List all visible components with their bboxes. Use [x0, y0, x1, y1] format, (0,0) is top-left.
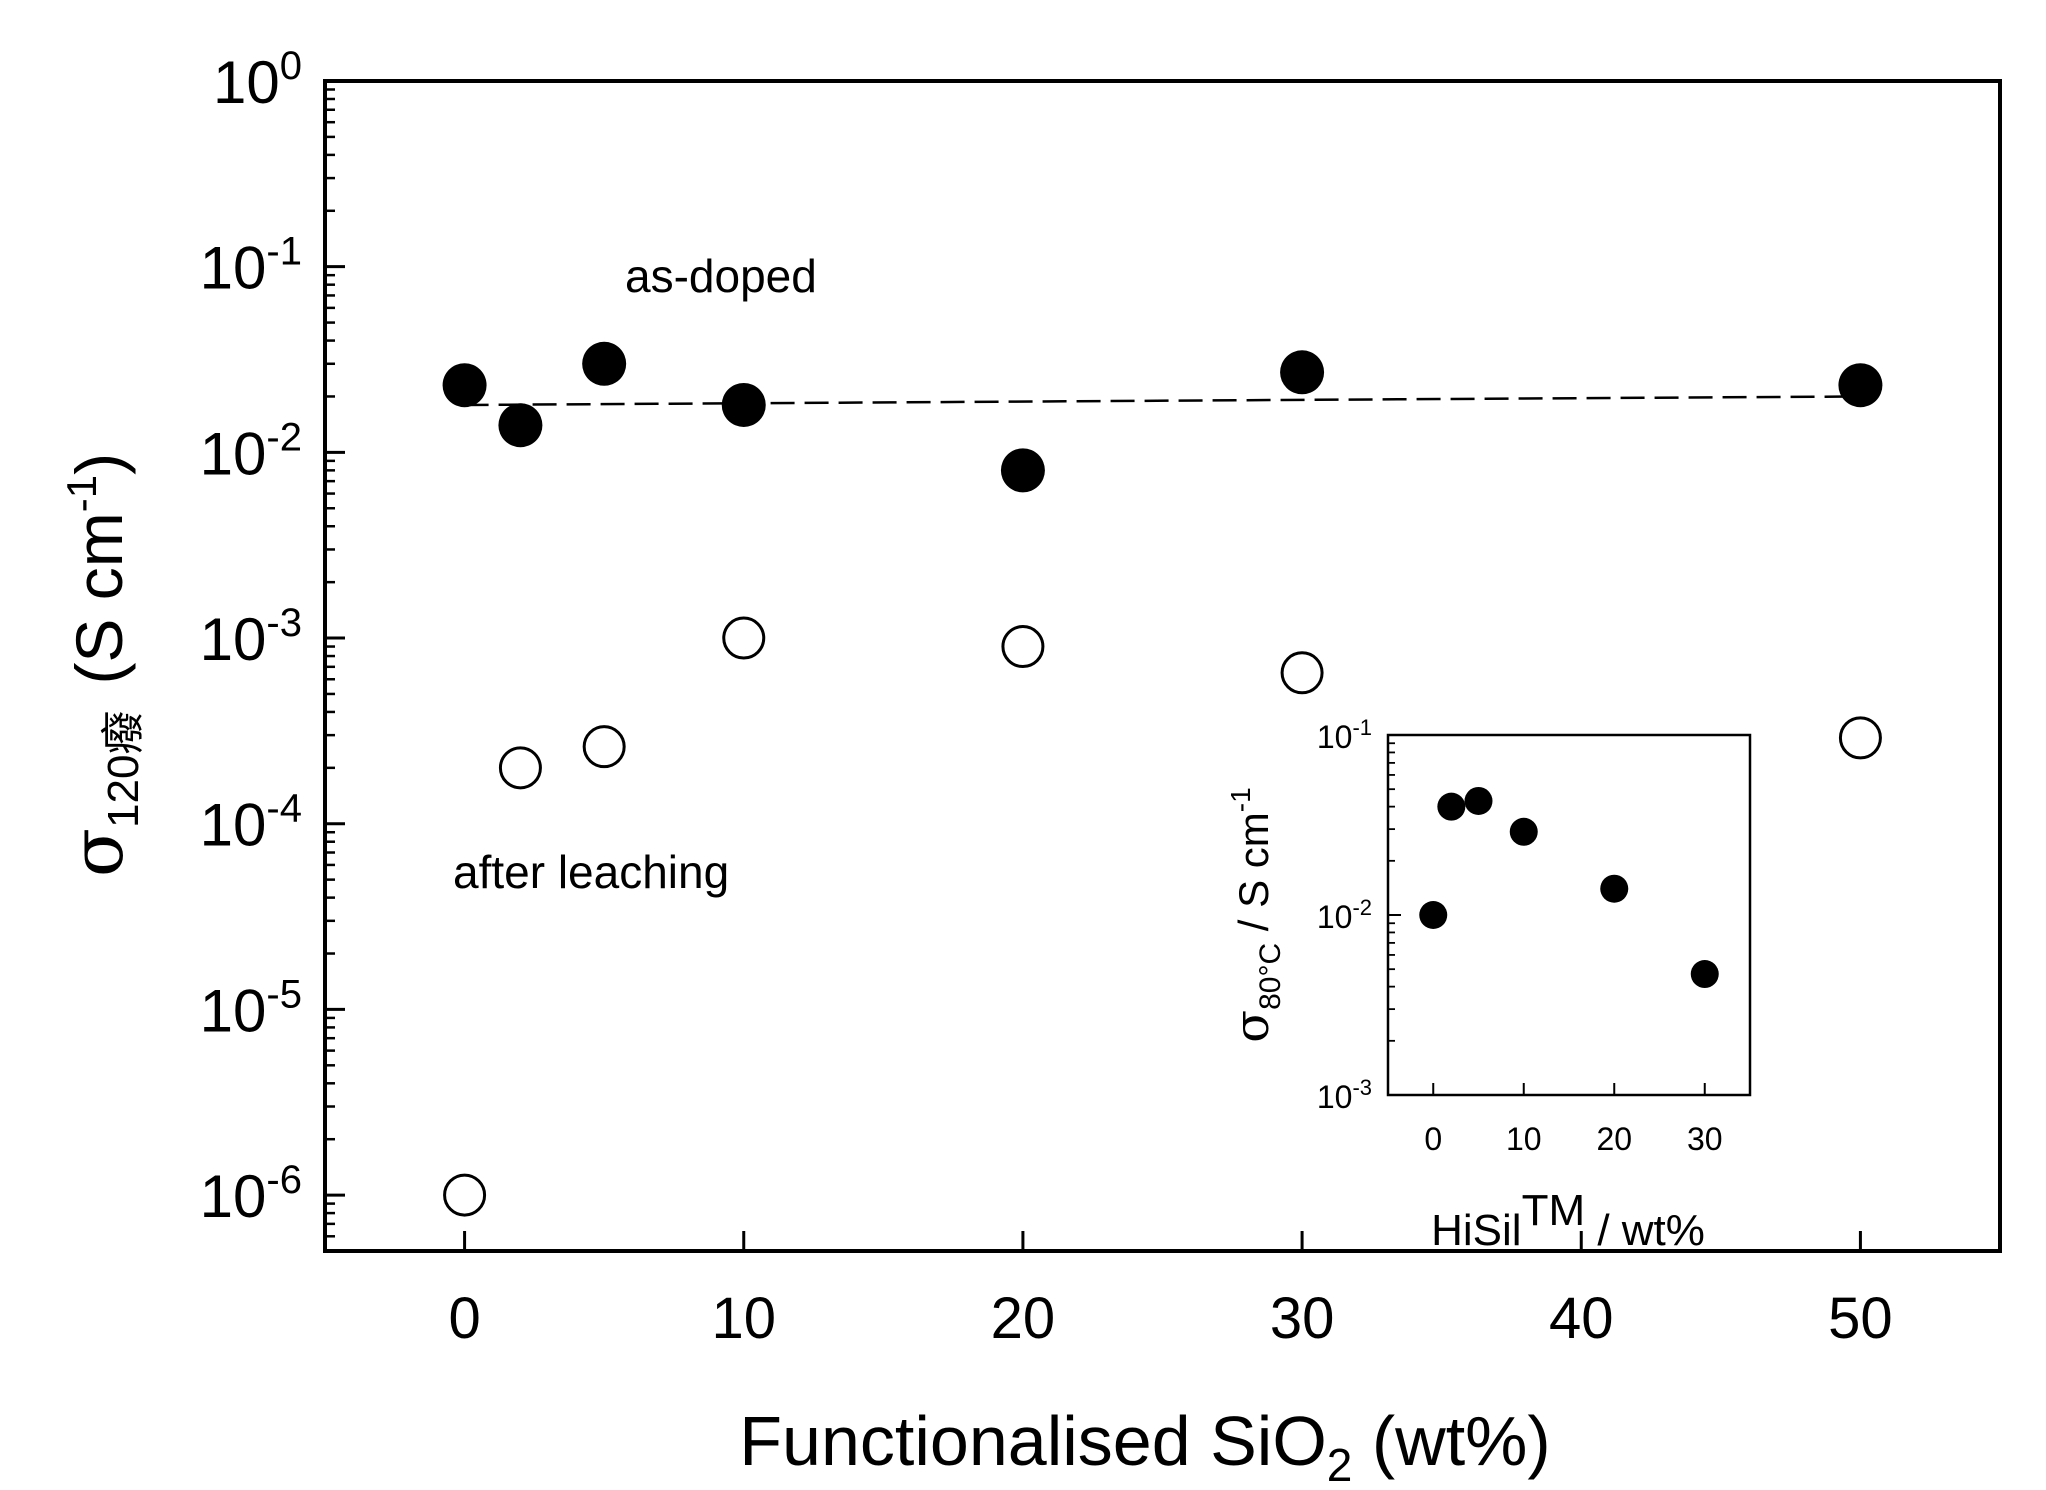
inset-y-tick-label: 10-2: [1317, 895, 1372, 935]
main-y-tick-exp: 0: [280, 44, 302, 88]
inset-x-axis-label: HiSilTM / wt%: [1431, 1186, 1705, 1255]
main-y-tick-base: 10: [200, 420, 267, 487]
main-y-tick-label: 10-6: [200, 1158, 302, 1230]
main-y-tick-label: 10-4: [200, 787, 302, 859]
main-y-axis-label: σ120癈 (S cm-1): [55, 453, 148, 877]
as-doped-point: [1000, 448, 1045, 493]
inset-series-hisil: [1419, 786, 1719, 989]
main-y-tick-exp: -4: [266, 787, 302, 831]
main-x-tick-label: 30: [1270, 1286, 1335, 1351]
main-x-tick-label: 20: [991, 1286, 1056, 1351]
main-y-axis-label-symbol: σ: [55, 828, 139, 877]
inset-y-tick-label: 10-1: [1317, 715, 1372, 755]
annotation-after-leaching: after leaching: [453, 846, 729, 898]
inset-y-tick-exp: -1: [1352, 715, 1372, 740]
inset-chart: 0 10 20 30 10-110-210-3 HiSilTM / wt% σ80°C…: [1224, 715, 1752, 1255]
inset-y-axis-label-units: / S cm: [1230, 812, 1277, 943]
main-y-axis-label-close: ): [62, 453, 136, 475]
as-doped-point: [721, 382, 766, 427]
inset-y-tick-base: 10: [1317, 1079, 1353, 1115]
inset-x-axis-label-text: HiSil: [1431, 1206, 1521, 1255]
main-y-tick-label: 10-3: [200, 601, 302, 673]
inset-x-axis-label-suffix: / wt%: [1585, 1206, 1705, 1255]
main-y-tick-label: 10-1: [200, 230, 302, 302]
main-y-axis-label-exp: -1: [58, 475, 105, 512]
main-y-axis-label-units: (S cm: [62, 512, 136, 684]
inset-x-ticks: 0 10 20 30: [1424, 1083, 1723, 1157]
inset-y-tick-exp: -3: [1352, 1075, 1372, 1100]
inset-hisil-point: [1600, 874, 1629, 903]
as-doped-point: [1838, 363, 1883, 408]
main-y-tick-exp: -6: [266, 1158, 302, 1202]
inset-y-minor-ticks: [1388, 742, 1395, 1042]
inset-y-tick-base: 10: [1317, 719, 1353, 755]
as-doped-point: [582, 341, 627, 386]
series-after-leaching: [443, 616, 1882, 1217]
after-leaching-point: [498, 746, 542, 790]
main-x-ticks: 0 10 20 30 40 50: [448, 1231, 1893, 1351]
main-y-tick-label: 10-5: [200, 972, 302, 1044]
as-doped-point: [498, 403, 543, 448]
main-y-tick-label: 100: [213, 44, 302, 116]
main-y-axis-label-sub: 120癈: [99, 711, 148, 828]
series-as-doped: [442, 341, 1883, 493]
as-doped-point: [1280, 350, 1325, 395]
after-leaching-point: [722, 616, 766, 660]
inset-y-axis-label: σ80°C / S cm-1: [1224, 787, 1287, 1042]
after-leaching-point: [582, 725, 626, 769]
inset-x-axis-label-sup: TM: [1522, 1186, 1586, 1235]
main-x-axis-label-text: Functionalised SiO: [739, 1402, 1327, 1480]
inset-y-tick-exp: -2: [1352, 895, 1372, 920]
main-chart: 0 10 20 30 40 50 10010-110-210-310-410-510-6 …: [55, 44, 2002, 1490]
main-x-tick-label: 40: [1549, 1286, 1614, 1351]
inset-y-tick-base: 10: [1317, 899, 1353, 935]
inset-y-axis-label-symbol: σ: [1224, 1010, 1280, 1043]
main-x-tick-label: 10: [711, 1286, 776, 1351]
main-x-tick-label: 50: [1828, 1286, 1893, 1351]
after-leaching-point: [443, 1173, 487, 1217]
main-y-tick-label: 10-2: [200, 415, 302, 487]
fit-line: [464, 395, 1861, 407]
as-doped-point: [442, 363, 487, 408]
inset-hisil-point: [1419, 901, 1448, 929]
main-x-tick-label: 0: [448, 1286, 480, 1351]
main-y-tick-base: 10: [200, 977, 267, 1044]
inset-hisil-point: [1690, 960, 1719, 989]
inset-y-axis-label-sub: 80°C: [1254, 943, 1287, 1010]
inset-hisil-point: [1464, 786, 1493, 815]
main-y-tick-base: 10: [200, 606, 267, 673]
after-leaching-point: [1838, 716, 1882, 760]
main-x-axis-label-suffix: (wt%): [1352, 1402, 1550, 1480]
inset-x-tick-label: 10: [1506, 1121, 1542, 1157]
inset-y-axis-label-exp: -1: [1225, 787, 1256, 812]
inset-x-tick-label: 0: [1424, 1121, 1442, 1157]
annotation-as-doped: as-doped: [625, 250, 817, 302]
main-y-tick-base: 10: [213, 49, 280, 116]
inset-hisil-point: [1437, 792, 1466, 821]
inset-y-ticks: 10-110-210-3: [1317, 715, 1401, 1115]
main-y-tick-exp: -5: [266, 972, 302, 1016]
main-y-tick-base: 10: [200, 235, 267, 302]
main-y-tick-exp: -3: [266, 601, 302, 645]
inset-x-tick-label: 30: [1687, 1121, 1723, 1157]
main-y-tick-exp: -2: [266, 415, 302, 459]
main-x-axis-label-sub: 2: [1327, 1439, 1353, 1490]
main-y-tick-exp: -1: [266, 230, 302, 274]
after-leaching-point: [1001, 625, 1045, 669]
main-x-axis-label: Functionalised SiO2 (wt%): [739, 1402, 1550, 1490]
inset-hisil-point: [1509, 817, 1538, 846]
main-y-tick-base: 10: [200, 1163, 267, 1230]
inset-x-tick-label: 20: [1596, 1121, 1632, 1157]
main-y-minor-ticks: [325, 88, 335, 1238]
main-y-tick-base: 10: [200, 792, 267, 859]
after-leaching-point: [1280, 651, 1324, 695]
inset-y-tick-label: 10-3: [1317, 1075, 1372, 1115]
